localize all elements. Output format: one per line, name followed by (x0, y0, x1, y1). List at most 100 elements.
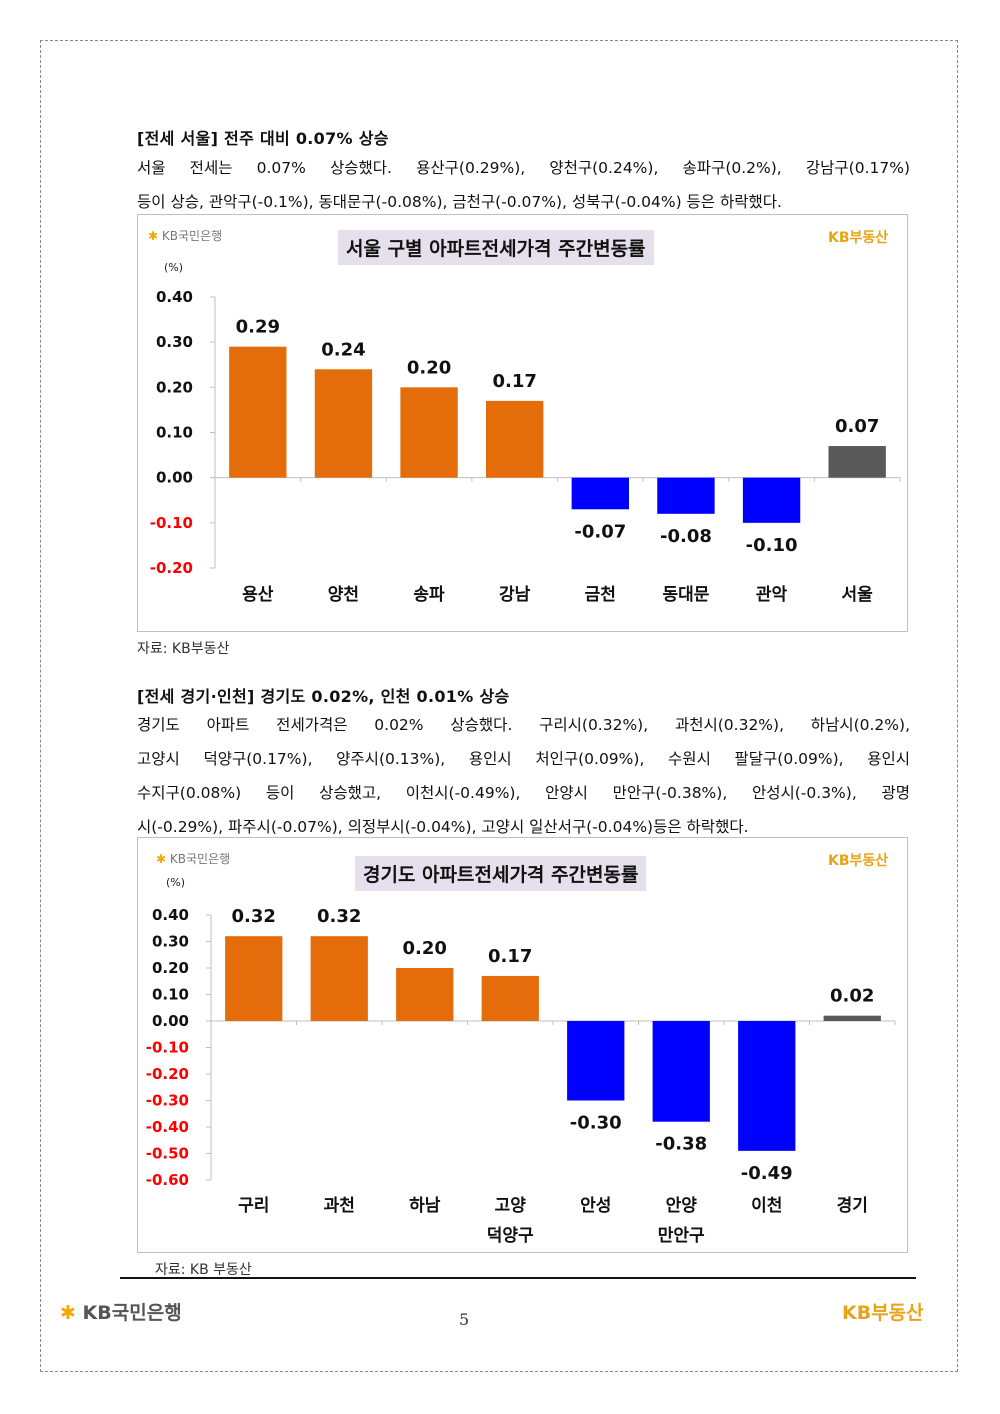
bar (486, 400, 544, 478)
bar (225, 936, 283, 1021)
y-tick-label: 0.30 (156, 333, 193, 351)
data-label: 0.07 (835, 416, 879, 437)
x-category-label: 양천 (328, 585, 359, 605)
chart-land-logo: KB부동산 (828, 230, 889, 246)
x-category-label: 용산 (242, 585, 274, 605)
seoul-source: 자료: KB부동산 (137, 641, 230, 657)
gyeonggi-bar-chart-svg: 0.40 0.30 0.20 0.10 0.00 -0.10 -0.20 -0.30 -0.40… (146, 906, 896, 1246)
bar (828, 446, 886, 478)
x-category-label: 안성 (580, 1196, 611, 1216)
chart-land-logo: KB부동산 (828, 853, 889, 869)
data-label: 0.20 (403, 938, 447, 959)
x-category-label: 강남 (499, 585, 531, 605)
y-tick-label: -0.40 (146, 1118, 189, 1136)
x-category-label: 금천 (585, 585, 616, 605)
kb-star-icon: ✱ (156, 852, 167, 866)
chart-bank-logo: ✱ KB국민은행 (156, 852, 231, 866)
x-category-label: 고양 (495, 1196, 527, 1216)
bar (657, 477, 715, 514)
data-label: 0.29 (236, 317, 280, 338)
gyeonggi-line-4: 시(-0.29%), 파주시(-0.07%), 의정부시(-0.04%), 고양… (137, 818, 749, 836)
y-tick-label: -0.10 (150, 514, 193, 532)
bar (481, 975, 539, 1021)
bar (400, 387, 458, 478)
y-tick-label: -0.50 (146, 1145, 189, 1163)
x-category-label: 안양 (666, 1196, 698, 1216)
y-tick-label: -0.10 (146, 1039, 189, 1057)
data-label: 0.17 (488, 946, 532, 967)
data-label: 0.24 (321, 339, 365, 360)
y-tick-label: 0.10 (152, 986, 189, 1004)
y-tick-label: -0.20 (150, 559, 193, 577)
x-category-label: 만안구 (658, 1226, 705, 1246)
bar (742, 477, 801, 523)
y-tick-label: 0.40 (156, 288, 193, 306)
x-category-label: 경기 (837, 1196, 868, 1216)
kb-star-icon: ✱ (60, 1302, 76, 1324)
y-tick-label: 0.40 (152, 906, 189, 924)
data-label: -0.07 (574, 521, 626, 542)
data-label: 0.32 (232, 906, 276, 927)
footer-divider (120, 1277, 916, 1279)
bar (571, 477, 629, 510)
gyeonggi-heading: [전세 경기·인천] 경기도 0.02%, 인천 0.01% 상승 (137, 687, 510, 706)
seoul-heading: [전세 서울] 전주 대비 0.07% 상승 (137, 129, 389, 148)
data-label: 0.20 (407, 357, 451, 378)
x-category-label: 하남 (409, 1196, 441, 1216)
page-border (40, 40, 958, 1372)
x-category-label: 이천 (751, 1196, 782, 1216)
gyeonggi-chart-title: 경기도 아파트전세가격 주간변동률 (355, 856, 647, 891)
y-tick-label: -0.60 (146, 1171, 189, 1189)
data-label: -0.38 (655, 1134, 707, 1155)
data-label: 0.32 (317, 906, 361, 927)
data-label: 0.17 (492, 371, 536, 392)
gyeonggi-line-2: 고양시 덕양구(0.17%), 양주시(0.13%), 용인시 처인구(0.09… (137, 750, 910, 768)
gyeonggi-source: 자료: KB 부동산 (155, 1262, 252, 1278)
gyeonggi-unit-label: (%) (166, 876, 186, 889)
seoul-chart: ✱ KB국민은행 서울 구별 아파트전세가격 주간변동률 KB부동산 (%) 0… (137, 214, 908, 632)
footer-bank-logo: ✱ KB국민은행 (60, 1302, 182, 1324)
y-tick-label: 0.20 (156, 378, 193, 396)
x-category-label: 동대문 (662, 585, 709, 605)
y-tick-label: 0.10 (156, 424, 193, 442)
data-label: 0.02 (830, 986, 874, 1007)
bar (229, 346, 287, 478)
bar (314, 369, 373, 478)
bar (310, 936, 368, 1021)
seoul-paragraph: 서울 전세는 0.07% 상승했다. 용산구(0.29%), 양천구(0.24%… (137, 151, 910, 219)
gyeonggi-paragraph: 경기도 아파트 전세가격은 0.02% 상승했다. 구리시(0.32%), 과천… (137, 708, 910, 844)
page-number: 5 (459, 1310, 470, 1329)
y-tick-label: 0.00 (152, 1012, 189, 1030)
gyeonggi-line-1: 경기도 아파트 전세가격은 0.02% 상승했다. 구리시(0.32%), 과천… (137, 716, 910, 734)
bar (567, 1021, 625, 1101)
footer-land-logo: KB부동산 (842, 1302, 924, 1324)
gyeonggi-line-3: 수지구(0.08%) 등이 상승했고, 이천시(-0.49%), 안양시 만안구… (137, 784, 910, 802)
y-tick-label: 0.30 (152, 933, 189, 951)
x-category-label: 구리 (238, 1196, 269, 1216)
bar (738, 1021, 796, 1151)
x-category-label: 과천 (324, 1196, 355, 1216)
y-tick-label: 0.00 (156, 469, 193, 487)
seoul-bar-chart-svg: 0.40 0.30 0.20 0.10 0.00 -0.10 -0.20 0.29 용산 0.24… (150, 288, 901, 605)
data-label: -0.08 (660, 526, 712, 547)
y-tick-label: -0.20 (146, 1065, 189, 1083)
x-category-label: 덕양구 (487, 1226, 534, 1246)
y-tick-label: 0.20 (152, 959, 189, 977)
bar (823, 1015, 881, 1021)
gyeonggi-chart: ✱ KB국민은행 경기도 아파트전세가격 주간변동률 KB부동산 (%) 0.4… (137, 837, 908, 1253)
y-tick-label: -0.30 (146, 1092, 189, 1110)
data-label: -0.30 (570, 1113, 622, 1134)
data-label: -0.10 (746, 535, 798, 556)
seoul-chart-title: 서울 구별 아파트전세가격 주간변동률 (338, 230, 654, 265)
bar (652, 1021, 710, 1122)
seoul-line-1: 서울 전세는 0.07% 상승했다. 용산구(0.29%), 양천구(0.24%… (137, 159, 910, 177)
data-label: -0.49 (741, 1163, 793, 1184)
x-category-label: 서울 (842, 585, 874, 605)
x-category-label: 송파 (413, 585, 445, 605)
chart-bank-logo: ✱ KB국민은행 (148, 229, 223, 243)
bar (396, 968, 454, 1021)
seoul-unit-label: (%) (164, 261, 184, 274)
x-category-label: 관악 (756, 585, 788, 605)
seoul-line-2: 등이 상승, 관악구(-0.1%), 동대문구(-0.08%), 금천구(-0.… (137, 193, 782, 211)
kb-star-icon: ✱ (148, 229, 159, 243)
